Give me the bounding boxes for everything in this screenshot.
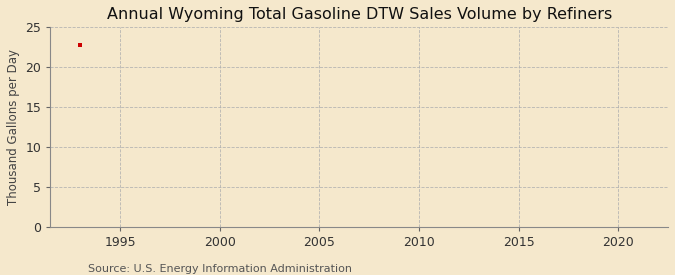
Title: Annual Wyoming Total Gasoline DTW Sales Volume by Refiners: Annual Wyoming Total Gasoline DTW Sales …: [107, 7, 612, 22]
Y-axis label: Thousand Gallons per Day: Thousand Gallons per Day: [7, 49, 20, 205]
Text: Source: U.S. Energy Information Administration: Source: U.S. Energy Information Administ…: [88, 264, 352, 274]
